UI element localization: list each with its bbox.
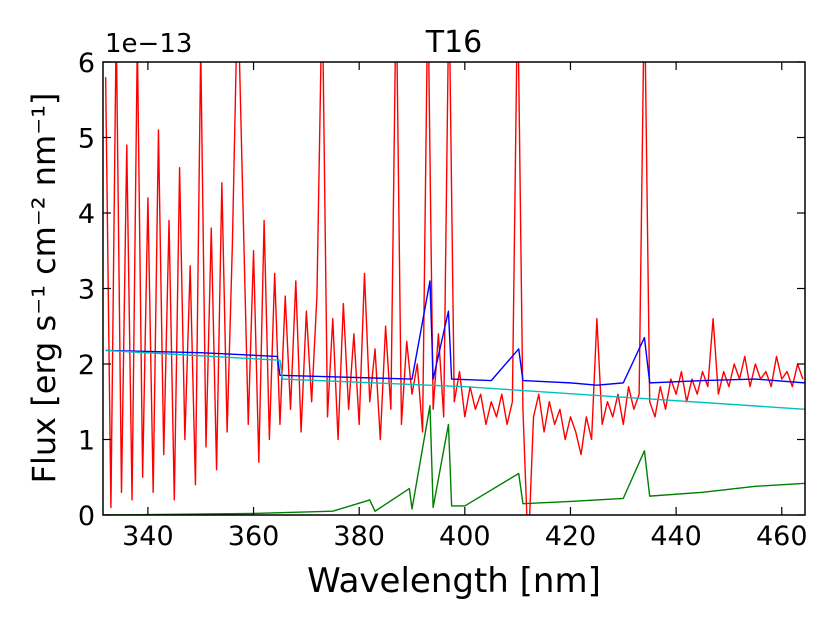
y-tick-label: 4: [78, 199, 95, 230]
x-tick-label: 400: [439, 521, 491, 552]
y-tick-label: 6: [78, 48, 95, 79]
y-axis-label: Flux [erg s⁻¹ cm⁻² nm⁻¹]: [25, 93, 63, 484]
chart-title: T16: [425, 25, 483, 60]
axes-frame: [102, 61, 806, 516]
y-tick-label: 2: [78, 350, 95, 381]
data-line: [105, 349, 805, 410]
data-line: [105, 280, 805, 386]
y-tick-label: 5: [78, 124, 95, 155]
x-tick-label: 340: [122, 521, 174, 552]
y-tick-label: 0: [78, 501, 95, 532]
x-tick-label: 420: [545, 521, 597, 552]
plot-area: [104, 62, 805, 515]
x-axis-label: Wavelength [nm]: [307, 561, 601, 601]
data-line: [105, 404, 805, 515]
offset-text: 1e−13: [105, 29, 192, 59]
y-tick-label: 1: [78, 426, 95, 457]
x-tick-label: 360: [228, 521, 280, 552]
x-tick-label: 440: [650, 521, 702, 552]
x-tick-label: 380: [333, 521, 385, 552]
data-line: [104, 62, 804, 515]
y-tick-label: 3: [78, 275, 95, 306]
x-tick-label: 460: [756, 521, 808, 552]
